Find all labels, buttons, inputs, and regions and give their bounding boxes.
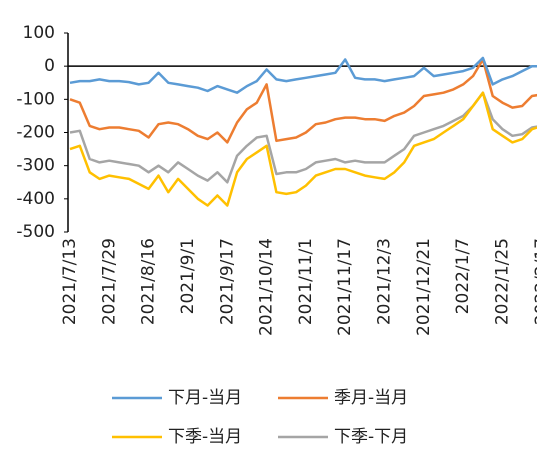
- y-tick-label: -200: [16, 123, 55, 143]
- series-line: [69, 91, 537, 207]
- x-tick-label: 2022/2/17: [532, 238, 537, 325]
- x-tick-label: 2021/11/1: [296, 238, 316, 325]
- series-line: [69, 58, 537, 144]
- legend-label: 季月-当月: [334, 388, 408, 408]
- x-tick-label: 2021/7/13: [60, 238, 80, 325]
- x-tick-label: 2021/12/3: [375, 238, 395, 325]
- y-tick-label: -300: [16, 156, 55, 176]
- y-tick-label: 0: [44, 56, 55, 76]
- x-tick-label: 2021/9/1: [178, 238, 198, 314]
- y-tick-label: -500: [16, 222, 55, 242]
- legend-label: 下季-下月: [334, 427, 408, 447]
- x-tick-label: 2021/8/16: [139, 238, 159, 325]
- y-tick-label: -400: [16, 189, 55, 209]
- x-tick-label: 2022/1/25: [493, 238, 513, 325]
- x-tick-label: 2021/7/29: [99, 238, 119, 325]
- legend-label: 下月-当月: [168, 388, 242, 408]
- x-tick-label: 2022/1/7: [453, 238, 473, 314]
- y-tick-label: -100: [16, 89, 55, 109]
- x-tick-label: 2021/10/14: [257, 238, 277, 336]
- x-tick-label: 2021/11/17: [335, 238, 355, 336]
- legend-label: 下季-当月: [168, 427, 242, 447]
- series-line: [69, 56, 537, 94]
- y-tick-label: 100: [23, 23, 55, 43]
- x-tick-label: 2021/12/21: [414, 238, 434, 336]
- series-line: [69, 91, 537, 184]
- x-tick-label: 2021/9/17: [217, 238, 237, 325]
